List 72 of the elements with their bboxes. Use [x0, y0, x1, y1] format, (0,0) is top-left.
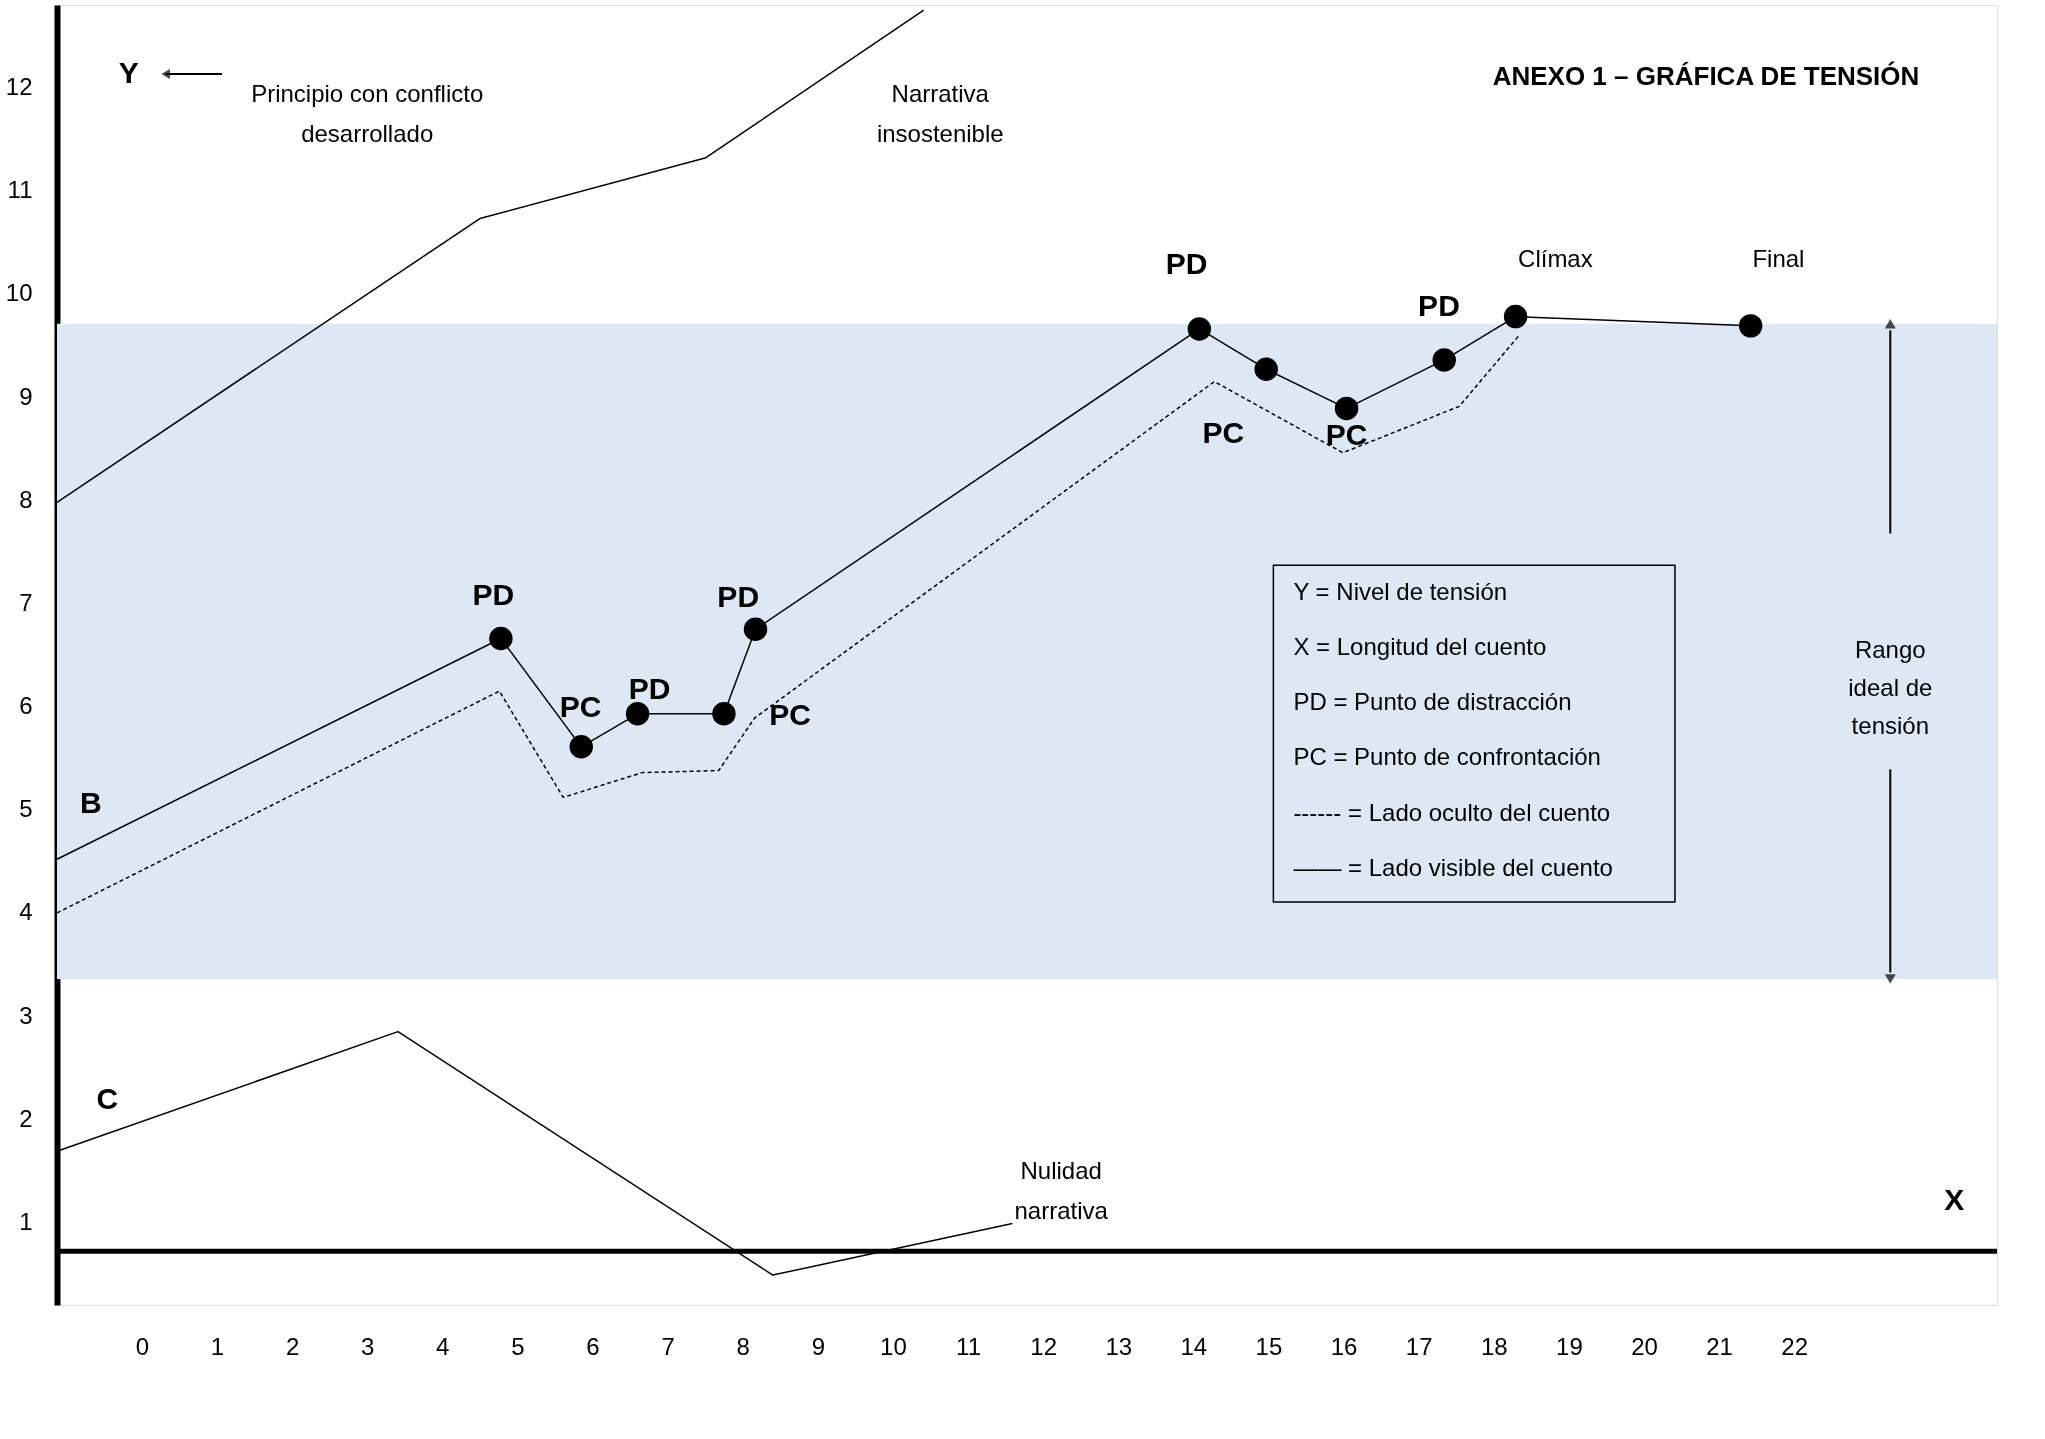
annotation: PC: [1202, 416, 1245, 450]
point: [569, 735, 593, 759]
point: [1334, 396, 1359, 421]
x-tick-label: 8: [736, 1332, 750, 1360]
annotation: Y = Nivel de tensión: [1293, 577, 1508, 605]
annotation: X = Longitud del cuento: [1293, 633, 1547, 661]
x-tick-label: 3: [361, 1332, 375, 1360]
annotation: Final: [1752, 244, 1805, 272]
x-tick-label: 2: [285, 1332, 300, 1360]
x-tick-label: 21: [1706, 1332, 1733, 1360]
x-tick-label: 15: [1255, 1332, 1283, 1360]
x-tick-label: 14: [1180, 1332, 1208, 1360]
x-tick-label: 18: [1480, 1332, 1508, 1360]
y-tick-label: 4: [19, 898, 33, 926]
annotation: PC: [1325, 418, 1368, 452]
point: [625, 702, 650, 726]
x-tick-label: 13: [1105, 1332, 1133, 1360]
annotation: —— = Lado visible del cuento: [1293, 853, 1613, 881]
x-tick-label: 1: [210, 1332, 225, 1360]
point: [1738, 314, 1763, 338]
y-tick-label: 12: [5, 73, 33, 101]
text: ANEXO 1 – GRÁFICA DE TENSIÓN: [1492, 60, 1920, 91]
annotation: PC: [769, 697, 811, 731]
y-axis-title: Y: [118, 55, 139, 89]
x-tick-label: 5: [511, 1332, 525, 1360]
y-tick-label: 8: [19, 485, 33, 513]
annotation: Narrativa insostenible: [876, 79, 1004, 147]
annotation: C: [96, 1081, 119, 1115]
annotation: ------ = Lado oculto del cuento: [1293, 798, 1611, 826]
point: [489, 626, 513, 651]
band-label: Rango ideal de tensión: [1848, 636, 1933, 740]
x-tick-label: 22: [1781, 1332, 1809, 1360]
point: [1254, 357, 1278, 381]
y-tick-label: 10: [5, 279, 33, 307]
x-tick-label: 19: [1556, 1332, 1583, 1360]
annotation: PD: [1418, 289, 1460, 323]
x-tick-label: 12: [1030, 1332, 1057, 1360]
x-tick-label: 0: [135, 1332, 150, 1360]
y-tick-label: 3: [19, 1001, 33, 1029]
annotation: Nulidad narrativa: [1014, 1156, 1109, 1224]
x-tick-label: 20: [1631, 1332, 1658, 1360]
x-tick-label: 7: [661, 1332, 675, 1360]
x-axis-title: X: [1944, 1183, 1965, 1216]
point: [1432, 348, 1456, 372]
x-tick-label: 9: [811, 1332, 826, 1360]
x-tick-label: 16: [1330, 1332, 1358, 1360]
y-tick-label: 2: [19, 1104, 33, 1132]
x-tick-label: 11: [956, 1332, 981, 1360]
y-tick-label: 9: [19, 382, 33, 410]
x-tick-label: 6: [586, 1332, 600, 1360]
point: [1187, 317, 1212, 341]
point: [743, 617, 768, 641]
y-tick-label: 6: [19, 692, 33, 720]
annotation: PC: [559, 689, 602, 723]
x-tick-label: 10: [880, 1332, 907, 1360]
annotation: PD = Punto de distracción: [1293, 688, 1572, 716]
point: [1503, 304, 1528, 329]
x-tick-label: 4: [436, 1332, 450, 1360]
y-tick-label: 5: [19, 795, 33, 823]
annotation: PD: [717, 580, 760, 614]
annotation: PC = Punto de confrontación: [1293, 743, 1601, 771]
point: [712, 702, 736, 726]
annotation: Clímax: [1518, 244, 1593, 272]
annotation: B: [79, 785, 102, 819]
x-tick-label: 17: [1405, 1332, 1433, 1360]
annotation: Principio con conflicto desarrollado: [251, 79, 484, 147]
y-tick-label: 7: [19, 588, 33, 616]
annotation: PD: [1165, 247, 1208, 280]
annotation: PD: [628, 672, 671, 706]
annotation: PD: [472, 578, 515, 612]
y-tick-label: 11: [7, 176, 33, 204]
y-tick-label: 1: [19, 1207, 33, 1235]
